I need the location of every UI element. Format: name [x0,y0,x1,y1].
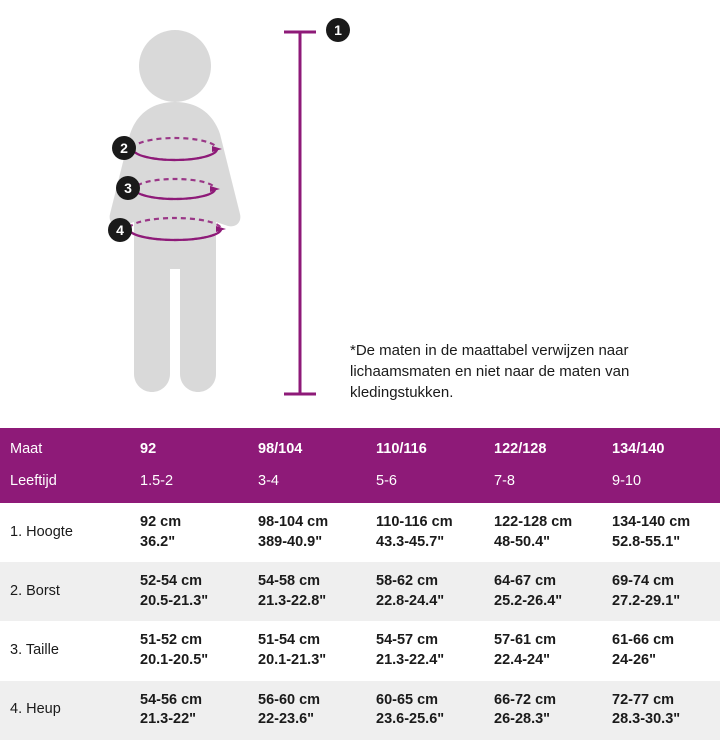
header-age: 3-4 [248,466,366,504]
header-size: 98/104 [248,428,366,466]
child-silhouette-icon [90,24,260,394]
row-value: 52-54 cm 20.5-21.3" [130,562,248,621]
row-value: 54-58 cm 21.3-22.8" [248,562,366,621]
height-bar-icon [280,28,320,398]
measurement-badge-2: 2 [112,136,136,160]
row-value: 122-128 cm 48-50.4" [484,503,602,562]
header-age: 9-10 [602,466,720,504]
measurement-badge-1: 1 [326,18,350,42]
table-body: 1. Hoogte92 cm 36.2"98-104 cm 389-40.9"1… [0,503,720,740]
header-age: 1.5-2 [130,466,248,504]
row-value: 61-66 cm 24-26" [602,621,720,680]
table-row: 1. Hoogte92 cm 36.2"98-104 cm 389-40.9"1… [0,503,720,562]
row-value: 98-104 cm 389-40.9" [248,503,366,562]
measurement-badge-3: 3 [116,176,140,200]
row-label: 3. Taille [0,621,130,680]
table-row: 2. Borst52-54 cm 20.5-21.3"54-58 cm 21.3… [0,562,720,621]
row-value: 64-67 cm 25.2-26.4" [484,562,602,621]
row-value: 58-62 cm 22.8-24.4" [366,562,484,621]
header-size: 122/128 [484,428,602,466]
diagram-area: 1 2 3 4 *De maten in de maattabel verwij… [0,0,720,428]
row-value: 56-60 cm 22-23.6" [248,681,366,740]
header-size: 134/140 [602,428,720,466]
row-value: 69-74 cm 27.2-29.1" [602,562,720,621]
measurement-badge-4: 4 [108,218,132,242]
row-value: 66-72 cm 26-28.3" [484,681,602,740]
row-value: 92 cm 36.2" [130,503,248,562]
row-value: 51-54 cm 20.1-21.3" [248,621,366,680]
row-value: 54-56 cm 21.3-22" [130,681,248,740]
header-label-maat: Maat [0,428,130,466]
row-label: 2. Borst [0,562,130,621]
row-label: 1. Hoogte [0,503,130,562]
size-chart-table: Maat 92 98/104 110/116 122/128 134/140 L… [0,428,720,740]
table-row: 3. Taille51-52 cm 20.1-20.5"51-54 cm 20.… [0,621,720,680]
row-value: 54-57 cm 21.3-22.4" [366,621,484,680]
header-label-leeftijd: Leeftijd [0,466,130,504]
disclaimer-note: *De maten in de maattabel verwijzen naar… [350,340,700,403]
header-age: 7-8 [484,466,602,504]
table-header: Maat 92 98/104 110/116 122/128 134/140 L… [0,428,720,503]
header-size: 92 [130,428,248,466]
header-age: 5-6 [366,466,484,504]
row-value: 110-116 cm 43.3-45.7" [366,503,484,562]
row-value: 51-52 cm 20.1-20.5" [130,621,248,680]
row-value: 57-61 cm 22.4-24" [484,621,602,680]
table-row: 4. Heup54-56 cm 21.3-22"56-60 cm 22-23.6… [0,681,720,740]
row-label: 4. Heup [0,681,130,740]
row-value: 72-77 cm 28.3-30.3" [602,681,720,740]
header-size: 110/116 [366,428,484,466]
row-value: 60-65 cm 23.6-25.6" [366,681,484,740]
row-value: 134-140 cm 52.8-55.1" [602,503,720,562]
